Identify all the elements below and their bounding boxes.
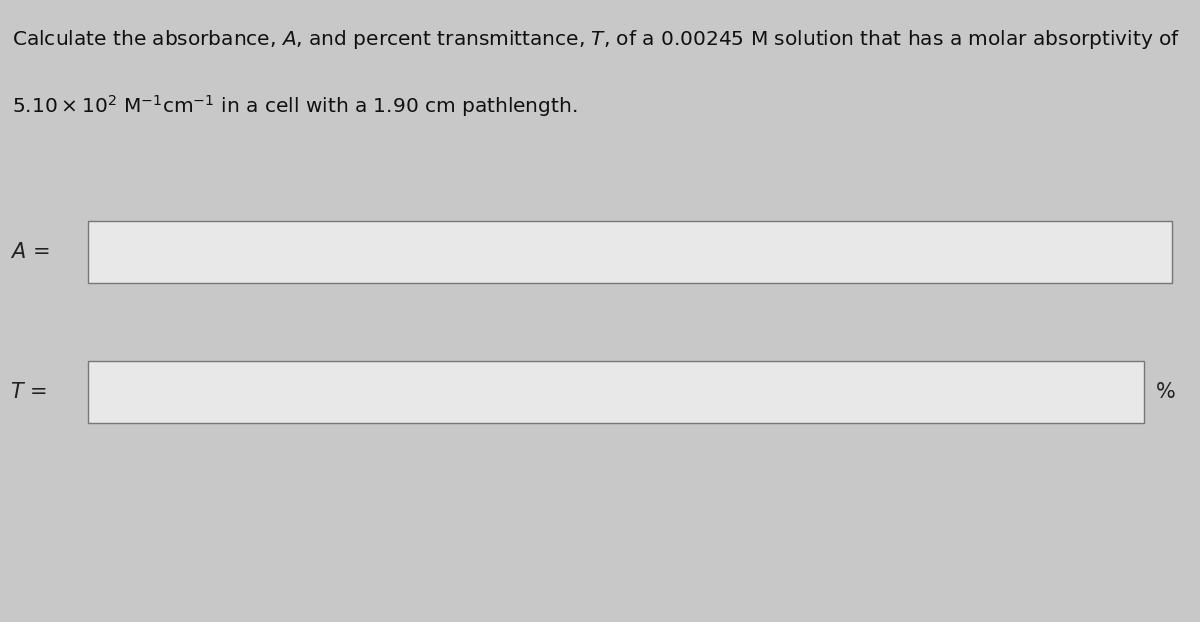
Text: %: % [1156, 382, 1175, 402]
FancyBboxPatch shape [88, 361, 1144, 423]
Text: Calculate the absorbance, $\mathit{A}$, and percent transmittance, $\mathit{T}$,: Calculate the absorbance, $\mathit{A}$, … [12, 28, 1181, 51]
FancyBboxPatch shape [88, 221, 1172, 283]
Text: $\mathit{T}$ =: $\mathit{T}$ = [10, 382, 47, 402]
Text: $5.10 \times 10^{2}$ M$^{-1}$cm$^{-1}$ in a cell with a 1.90 cm pathlength.: $5.10 \times 10^{2}$ M$^{-1}$cm$^{-1}$ i… [12, 93, 577, 119]
Text: $\mathit{A}$ =: $\mathit{A}$ = [10, 242, 49, 262]
